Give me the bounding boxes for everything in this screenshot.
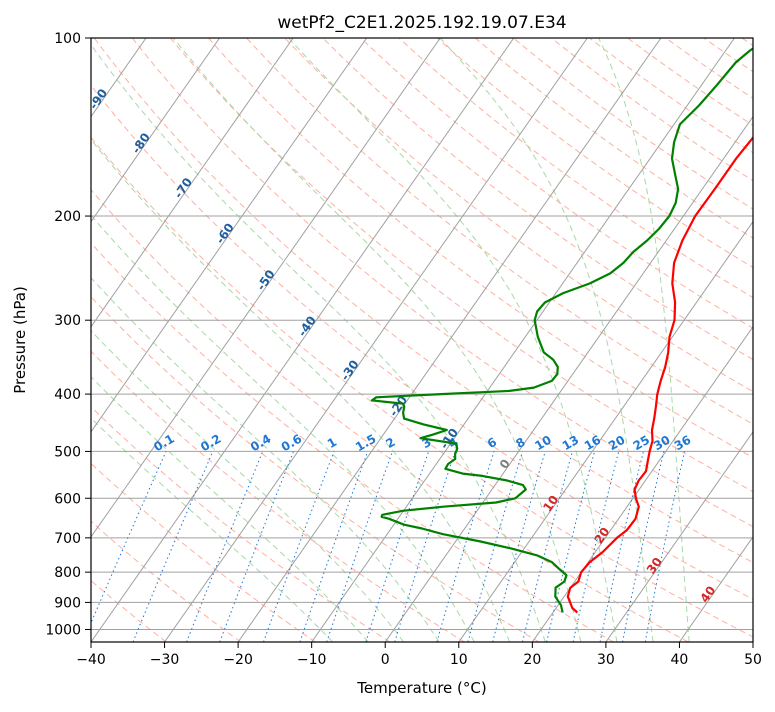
isotherm-line xyxy=(679,38,775,642)
dry-adiabat-line xyxy=(18,38,763,642)
isotherm-label: -50 xyxy=(254,267,278,293)
dewpoint-profile-line xyxy=(372,38,768,613)
dry-adiabat-line xyxy=(437,38,775,642)
isotherm-label: -30 xyxy=(338,357,362,383)
isotherm-label: -60 xyxy=(213,221,237,247)
isotherm-label: -40 xyxy=(295,313,319,339)
isotherm-line xyxy=(532,38,775,642)
x-tick-label: 10 xyxy=(450,652,468,668)
moist-adiabat-line xyxy=(599,38,690,642)
moist-adiabat-line xyxy=(0,38,368,642)
y-tick-label: 500 xyxy=(54,444,81,460)
mixing-ratio-line xyxy=(300,451,368,642)
y-tick-label: 600 xyxy=(54,491,81,507)
dry-adiabat-line xyxy=(0,38,688,642)
mixing-ratio-label: 36 xyxy=(672,433,693,453)
dry-adiabat-line xyxy=(94,38,775,642)
dry-adiabat-line xyxy=(209,38,775,642)
dry-adiabat-line xyxy=(513,38,775,642)
mixing-ratio-line xyxy=(547,451,595,642)
mixing-ratio-label: 13 xyxy=(560,433,581,453)
dry-adiabat-line xyxy=(0,38,315,642)
x-tick-label: −40 xyxy=(76,652,106,668)
y-tick-label: 900 xyxy=(54,595,81,611)
x-tick-label: −30 xyxy=(150,652,180,668)
mixing-ratio-label: 16 xyxy=(582,433,603,453)
y-tick-label: 200 xyxy=(54,209,81,225)
mixing-ratio-line xyxy=(437,451,494,642)
x-tick-label: −10 xyxy=(297,652,327,668)
y-tick-label: 700 xyxy=(54,531,81,547)
y-tick-label: 800 xyxy=(54,565,81,581)
mixing-ratio-label: 30 xyxy=(651,433,672,453)
mixing-ratio-label: 2 xyxy=(383,435,397,451)
mixing-ratio-line xyxy=(468,451,523,642)
isotherm-line xyxy=(17,38,440,642)
isotherm-label: 0 xyxy=(497,457,513,472)
isotherm-label: 10 xyxy=(540,493,561,515)
isotherm-label: 20 xyxy=(591,525,612,547)
isotherm-line xyxy=(606,38,775,642)
dry-adiabat-line xyxy=(247,38,775,642)
isotherm-line xyxy=(385,38,775,642)
x-tick-label: 50 xyxy=(744,652,762,668)
y-tick-label: 1000 xyxy=(45,622,81,638)
mixing-ratio-line xyxy=(133,451,213,642)
isotherm-label: -80 xyxy=(129,130,153,156)
dry-adiabat-line xyxy=(0,38,539,642)
plot-frame xyxy=(91,38,753,642)
dry-adiabat-line xyxy=(742,38,775,642)
dry-adiabat-line xyxy=(323,38,775,642)
x-tick-label: 0 xyxy=(381,652,390,668)
isotherm-line xyxy=(753,38,775,642)
y-axis-label: Pressure (hPa) xyxy=(11,286,29,394)
x-tick-label: 30 xyxy=(597,652,615,668)
mixing-ratio-line xyxy=(83,451,166,642)
mixing-ratio-label: 8 xyxy=(513,435,527,451)
mixing-ratio-line xyxy=(623,451,664,642)
x-tick-label: −20 xyxy=(223,652,253,668)
y-tick-label: 300 xyxy=(54,313,81,329)
x-tick-label: 40 xyxy=(671,652,689,668)
dry-adiabat-line xyxy=(399,38,775,642)
mixing-ratio-line xyxy=(327,451,393,642)
dry-adiabat-line xyxy=(704,38,775,642)
isotherm-label: -70 xyxy=(171,175,195,201)
isotherm-line xyxy=(0,38,367,642)
mixing-ratio-label: 20 xyxy=(606,433,627,453)
mixing-ratio-label: 10 xyxy=(532,433,553,453)
chart-title: wetPf2_C2E1.2025.192.19.07.E34 xyxy=(277,13,566,33)
y-tick-label: 100 xyxy=(54,31,81,47)
moist-adiabat-line xyxy=(0,38,439,642)
moist-adiabat-line xyxy=(440,38,653,642)
y-tick-label: 400 xyxy=(54,387,81,403)
dry-adiabat-line xyxy=(551,38,775,642)
isotherm-label: -90 xyxy=(86,86,110,112)
isotherm-line xyxy=(91,38,514,642)
isotherm-line xyxy=(0,38,293,642)
moist-adiabat-line xyxy=(19,38,510,642)
mixing-ratio-line xyxy=(645,451,684,642)
mixing-ratio-line xyxy=(523,451,573,642)
dry-adiabat-line xyxy=(0,38,241,642)
mixing-ratio-line xyxy=(573,451,619,642)
dry-adiabat-line xyxy=(170,38,775,642)
x-tick-label: 20 xyxy=(523,652,541,668)
mixing-ratio-line xyxy=(187,451,263,642)
x-axis-label: Temperature (°C) xyxy=(356,679,486,697)
moist-adiabat-line xyxy=(0,38,404,642)
isotherm-line xyxy=(238,38,661,642)
